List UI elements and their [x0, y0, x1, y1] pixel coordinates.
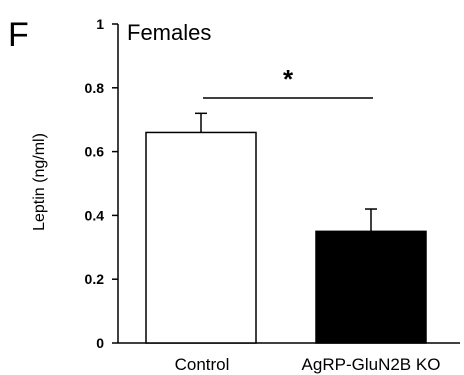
bars [145, 131, 427, 344]
y-tick-label: 0.4 [85, 207, 105, 223]
y-tick-label: 1 [96, 16, 104, 32]
significance-star: * [283, 64, 294, 94]
bar-1 [315, 230, 427, 344]
panel-label: F [8, 16, 29, 54]
y-tick-label: 0.8 [85, 80, 105, 96]
chart-title: Females [127, 20, 211, 45]
error-bars [195, 112, 377, 232]
y-tick-label: 0.6 [85, 144, 105, 160]
y-axis-label: Leptin (ng/ml) [31, 133, 48, 231]
y-tick-label: 0 [96, 335, 104, 351]
y-ticks: 0 0.2 0.4 0.6 0.8 1 [85, 16, 118, 351]
bar-0 [145, 131, 257, 344]
y-tick-label: 0.2 [85, 271, 105, 287]
x-tick-label: Control [175, 355, 230, 374]
x-tick-label: AgRP-GluN2B KO [302, 355, 441, 374]
x-tick-labels: Control AgRP-GluN2B KO [175, 355, 441, 374]
